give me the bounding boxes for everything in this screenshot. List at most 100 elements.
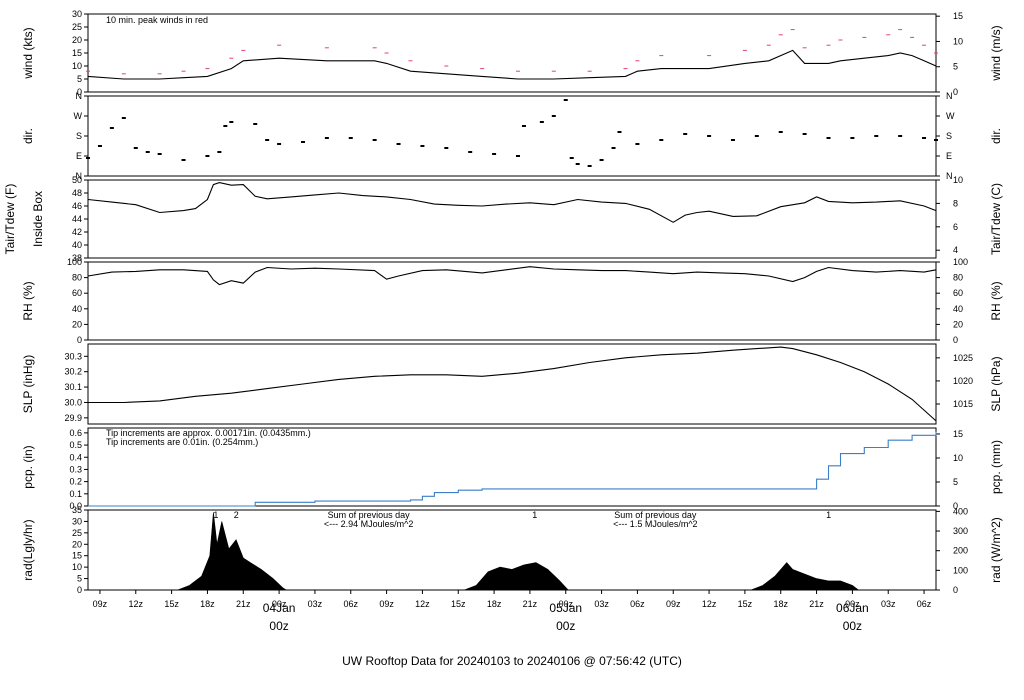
rad-left-tick-label: 5 (77, 574, 82, 584)
day-label-date: 04Jan (263, 601, 296, 615)
dir-direction-mark (707, 135, 712, 137)
panel-dir (84, 95, 940, 177)
rad-right-tick-label: 0 (953, 585, 958, 595)
chart-title: UW Rooftop Data for 20240103 to 20240106… (342, 654, 682, 668)
wind-right-tick-label: 15 (953, 11, 963, 21)
pcp-frame (87, 427, 937, 507)
rh-left-tick-label: 0 (77, 335, 82, 345)
x-tick-label: 03z (594, 599, 609, 609)
rh-left-tick-label: 100 (67, 257, 82, 267)
x-tick-label: 00z (272, 599, 287, 609)
wind-series-wind (87, 49, 937, 80)
temp-frame (87, 179, 937, 259)
dir-direction-mark (563, 99, 568, 101)
pcp-left-tick-label: 0.6 (69, 428, 82, 438)
x-tick-label: 18z (200, 599, 215, 609)
rad-annotation: 1 (213, 510, 218, 520)
pcp-note-1: Tip increments are 0.01in. (0.254mm.) (106, 437, 258, 447)
dir-left-tick-label: E (76, 151, 82, 161)
rad-left-tick-label: 10 (72, 562, 82, 572)
dir-direction-mark (229, 121, 234, 123)
dir-direction-mark (468, 151, 473, 153)
x-tick-label: 21z (523, 599, 538, 609)
dir-direction-mark (539, 121, 544, 123)
rh-right-tick-label: 80 (953, 273, 963, 283)
rh-left-tick-label: 40 (72, 304, 82, 314)
dir-ylabel-right: dir. (989, 128, 1003, 144)
rad-left-tick-label: 25 (72, 528, 82, 538)
dir-right-tick-label: W (946, 111, 955, 121)
x-tick-label: 00z (845, 599, 860, 609)
dir-direction-mark (86, 157, 90, 159)
x-tick-label: 00z (558, 599, 573, 609)
dir-direction-mark (778, 131, 783, 133)
x-tick-label: 12z (129, 599, 144, 609)
dir-direction-mark (265, 139, 270, 141)
dir-direction-mark (223, 125, 228, 127)
pcp-left-tick-label: 0.4 (69, 452, 82, 462)
pcp-right-tick-label: 10 (953, 453, 963, 463)
rad-ylabel-right: rad (W/m^2) (989, 517, 1003, 583)
slp-left-tick-label: 30.3 (64, 351, 82, 361)
slp-left-tick-label: 30.0 (64, 397, 82, 407)
x-tick-label: 21z (236, 599, 251, 609)
dir-direction-mark (121, 117, 126, 119)
dir-direction-mark (934, 139, 938, 141)
slp-right-tick-label: 1025 (953, 353, 973, 363)
wind-left-tick-label: 15 (72, 48, 82, 58)
temp-left-tick-label: 48 (72, 188, 82, 198)
rad-annotation: 2 (234, 510, 239, 520)
panel-rad (84, 509, 940, 591)
pcp-right-tick-label: 5 (953, 477, 958, 487)
rad-left-tick-label: 15 (72, 551, 82, 561)
wind-left-tick-label: 20 (72, 35, 82, 45)
dir-direction-mark (348, 137, 353, 139)
temp-right-tick-label: 8 (953, 198, 958, 208)
dir-direction-mark (157, 153, 162, 155)
panel-temp (84, 179, 940, 259)
dir-direction-mark (205, 155, 210, 157)
rh-left-tick-label: 60 (72, 288, 82, 298)
rad-left-tick-label: 0 (77, 585, 82, 595)
wind-left-tick-label: 0 (77, 87, 82, 97)
x-tick-label: 06z (630, 599, 645, 609)
dir-direction-mark (611, 147, 616, 149)
dir-direction-mark (181, 159, 186, 161)
rh-right-tick-label: 0 (953, 335, 958, 345)
wind-frame (87, 13, 937, 93)
dir-ylabel-left: dir. (21, 128, 35, 144)
x-tick-label: 12z (702, 599, 717, 609)
x-tick-label: 21z (809, 599, 824, 609)
rad-right-tick-label: 100 (953, 565, 968, 575)
wind-note: 10 min. peak winds in red (106, 15, 208, 25)
dir-direction-mark (551, 115, 556, 117)
rad-left-tick-label: 20 (72, 539, 82, 549)
dir-direction-mark (826, 137, 831, 139)
dir-direction-mark (277, 143, 282, 145)
day-label-date: 05Jan (549, 601, 582, 615)
day-label-hour: 00z (269, 619, 288, 633)
dir-direction-mark (217, 151, 222, 153)
pcp-left-tick-label: 0.0 (69, 501, 82, 511)
panel-rh (84, 261, 940, 341)
x-tick-label: 06z (344, 599, 359, 609)
slp-series-slp (88, 346, 937, 422)
pcp-right-tick-label: 15 (953, 429, 963, 439)
rad-annotation: 1 (532, 510, 537, 520)
dir-direction-mark (898, 135, 903, 137)
temp-left-tick-label: 40 (72, 240, 82, 250)
rad-annotation: Sum of previous day (614, 510, 697, 520)
x-tick-label: 18z (773, 599, 788, 609)
pcp-left-tick-label: 0.3 (69, 464, 82, 474)
temp-left-tick-label: 50 (72, 175, 82, 185)
dir-direction-mark (97, 145, 102, 147)
dir-direction-mark (683, 133, 688, 135)
slp-right-tick-label: 1020 (953, 376, 973, 386)
temp-left-tick-label: 38 (72, 253, 82, 263)
x-tick-label: 09z (666, 599, 681, 609)
rad-annotation: 1 (826, 510, 831, 520)
dir-right-tick-label: N (946, 171, 953, 181)
rad-annotation: <--- 1.5 MJoules/m^2 (613, 519, 698, 529)
rh-right-tick-label: 40 (953, 304, 963, 314)
